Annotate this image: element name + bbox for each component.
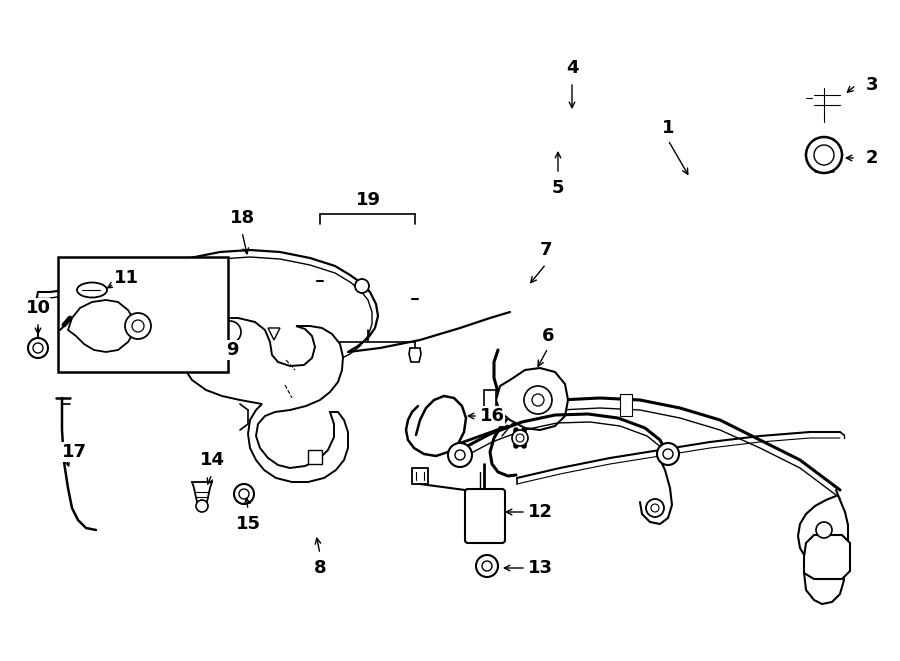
Polygon shape <box>68 300 134 352</box>
Text: 12: 12 <box>527 503 553 521</box>
Circle shape <box>657 443 679 465</box>
Text: 14: 14 <box>200 451 224 469</box>
Circle shape <box>816 522 832 538</box>
Polygon shape <box>192 482 212 502</box>
Text: 8: 8 <box>314 559 327 577</box>
Text: 2: 2 <box>866 149 878 167</box>
Circle shape <box>196 500 208 512</box>
Text: 16: 16 <box>480 407 505 425</box>
Text: 11: 11 <box>113 269 139 287</box>
Polygon shape <box>804 535 850 579</box>
Circle shape <box>33 343 43 353</box>
Circle shape <box>663 449 673 459</box>
Text: 15: 15 <box>236 515 260 533</box>
Polygon shape <box>484 390 496 410</box>
Text: 13: 13 <box>527 559 553 577</box>
Circle shape <box>132 320 144 332</box>
Polygon shape <box>184 318 348 482</box>
Text: 18: 18 <box>230 209 255 227</box>
Circle shape <box>28 338 48 358</box>
Text: 1: 1 <box>662 119 674 137</box>
Circle shape <box>482 561 492 571</box>
Circle shape <box>512 430 528 446</box>
Bar <box>58 257 228 372</box>
Polygon shape <box>620 394 632 416</box>
Text: 10: 10 <box>25 299 50 317</box>
Text: 7: 7 <box>540 241 553 259</box>
Circle shape <box>234 484 254 504</box>
Circle shape <box>455 450 465 460</box>
Text: 5: 5 <box>552 179 564 197</box>
Circle shape <box>476 555 498 577</box>
Circle shape <box>814 145 834 165</box>
Polygon shape <box>268 328 280 340</box>
Polygon shape <box>412 468 428 484</box>
Text: 17: 17 <box>61 443 86 461</box>
Circle shape <box>125 313 151 339</box>
Text: 3: 3 <box>866 76 878 94</box>
Circle shape <box>239 489 249 499</box>
Circle shape <box>651 504 659 512</box>
Circle shape <box>532 394 544 406</box>
Text: 9: 9 <box>226 341 239 359</box>
Circle shape <box>448 443 472 467</box>
FancyBboxPatch shape <box>465 489 505 543</box>
Circle shape <box>646 499 664 517</box>
Text: 19: 19 <box>356 191 381 209</box>
Circle shape <box>516 434 524 442</box>
Circle shape <box>355 279 369 293</box>
Circle shape <box>806 137 842 173</box>
Polygon shape <box>314 366 326 380</box>
Text: 4: 4 <box>566 59 578 77</box>
Polygon shape <box>496 368 568 430</box>
Circle shape <box>524 386 552 414</box>
Circle shape <box>219 321 241 343</box>
Text: 6: 6 <box>542 327 554 345</box>
Polygon shape <box>308 450 322 464</box>
Ellipse shape <box>77 282 107 297</box>
Polygon shape <box>409 348 421 362</box>
